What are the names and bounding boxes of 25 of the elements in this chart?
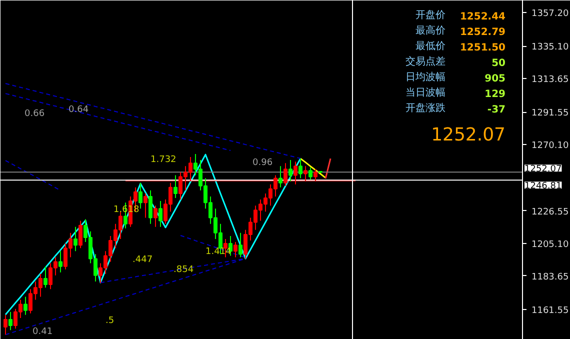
text: 最低价 1251.50 (416, 41, 506, 54)
text: 开盘涨跌 -37 (406, 103, 506, 116)
text: 交易点差 50 (406, 56, 506, 69)
y-tick-label: 1335.10 (532, 42, 569, 53)
annotation: 1.732 (150, 155, 176, 165)
y-tick-label: 1161.55 (532, 306, 569, 316)
annotation: 0.96 (252, 158, 273, 168)
y-tick-label: 1270.10 (532, 141, 569, 152)
y-tick-label: 1226.55 (532, 207, 569, 218)
y-tick-label: 1205.10 (532, 240, 569, 250)
y-tick-label: 1183.65 (532, 272, 569, 282)
y-tick-label: 1313.65 (532, 75, 569, 86)
annotation: .854 (174, 265, 194, 275)
text: 最高价 1252.79 (416, 26, 506, 38)
annotation: 1252.07 (431, 124, 506, 146)
y-tick-label: 1357.20 (532, 8, 569, 19)
y-tick-label: 1291.55 (532, 108, 569, 119)
text: 开盘价 1252.44 (416, 10, 506, 22)
annotation: 0.66 (24, 109, 45, 119)
annotation: 0.64 (68, 105, 89, 115)
annotation: 0.41 (32, 327, 53, 337)
annotation: .447 (132, 255, 153, 265)
text: 当日波幅 129 (406, 88, 506, 100)
text: 日均波幅 905 (406, 72, 506, 84)
annotation: .5 (106, 316, 114, 326)
